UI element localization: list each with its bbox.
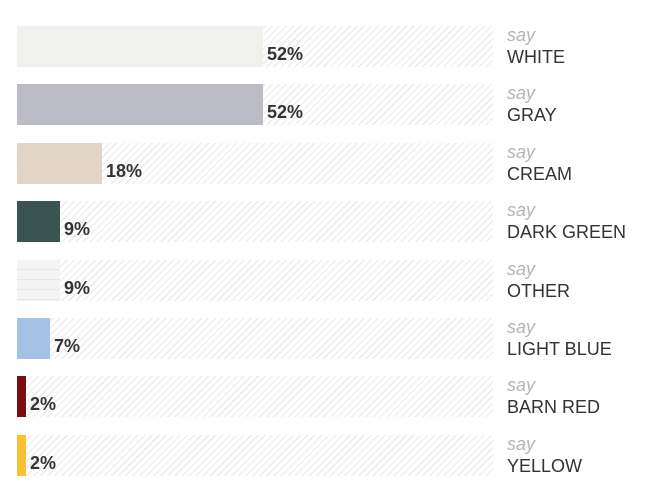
bar-fill — [17, 318, 50, 359]
bar-row-cream: 18% say CREAM — [17, 141, 637, 185]
category-label: say GRAY — [507, 82, 557, 126]
bar-value-label: 9% — [64, 219, 91, 240]
bar-value-label: 2% — [30, 394, 57, 415]
say-prefix: say — [507, 258, 536, 279]
category-label: say LIGHT BLUE — [507, 316, 612, 360]
bar-track — [17, 259, 493, 301]
bar-row-yellow: 2% say YELLOW — [17, 433, 637, 477]
bar-row-barn-red: 2% say BARN RED — [17, 374, 637, 418]
category-label: say OTHER — [507, 258, 570, 302]
category-name: YELLOW — [507, 455, 583, 476]
bar-value-label: 7% — [54, 336, 81, 356]
bar-fill — [17, 142, 102, 184]
bar-value-label: 9% — [64, 277, 91, 298]
bar-track — [17, 318, 493, 359]
bar-fill — [17, 434, 26, 476]
category-name: OTHER — [507, 280, 570, 301]
category-name: CREAM — [507, 163, 573, 184]
bar-fill — [17, 259, 60, 301]
bar-track — [17, 201, 493, 243]
say-prefix: say — [507, 433, 536, 454]
bar-row-gray: 52% say GRAY — [17, 82, 637, 126]
category-name: BARN RED — [507, 397, 601, 418]
category-label: say YELLOW — [507, 433, 582, 477]
bar-fill — [17, 26, 263, 67]
say-prefix: say — [507, 200, 536, 221]
category-label: say BARN RED — [507, 374, 600, 418]
bar-fill — [17, 84, 263, 126]
say-prefix: say — [507, 317, 536, 337]
category-label: say DARK GREEN — [507, 199, 626, 243]
category-name: DARK GREEN — [507, 222, 627, 243]
bar-value-label: 52% — [267, 44, 304, 64]
bar-value-label: 52% — [267, 102, 304, 123]
bar-row-other: 9% say OTHER — [17, 258, 637, 302]
bar-fill — [17, 376, 26, 418]
bar-value-label: 2% — [30, 452, 57, 473]
category-name: GRAY — [507, 105, 557, 126]
bar-track — [17, 376, 493, 418]
say-prefix: say — [507, 83, 536, 104]
bar-row-light-blue: 7% say LIGHT BLUE — [17, 316, 637, 360]
say-prefix: say — [507, 25, 536, 45]
say-prefix: say — [507, 375, 536, 396]
bar-row-dark-green: 9% say DARK GREEN — [17, 199, 637, 243]
bar-value-label: 18% — [106, 160, 143, 181]
category-name: LIGHT BLUE — [507, 339, 612, 359]
bar-row-white: 52% say WHITE — [17, 24, 637, 68]
category-name: WHITE — [507, 47, 565, 67]
say-prefix: say — [507, 141, 536, 162]
category-label: say CREAM — [507, 141, 572, 185]
category-label: say WHITE — [507, 24, 565, 68]
bar-fill — [17, 201, 60, 243]
bar-track — [17, 434, 493, 476]
